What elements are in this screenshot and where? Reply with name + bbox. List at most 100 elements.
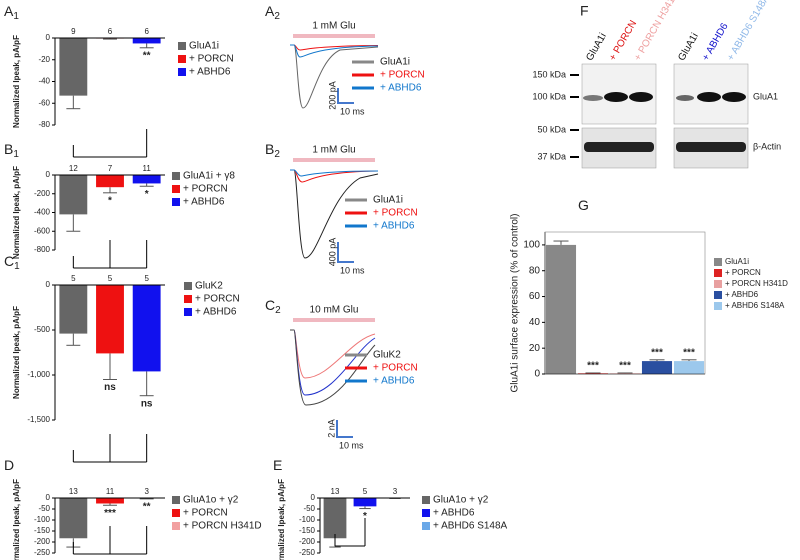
scale-y-label: 200 pA (327, 81, 337, 110)
legend-swatch (714, 280, 722, 288)
y-tick-label: -40 (38, 77, 50, 86)
legend-label: + ABHD6 (195, 307, 237, 318)
bar (323, 498, 347, 539)
panel-subscript: 2 (274, 11, 280, 22)
lane-label: + ABHD6 S148A (725, 0, 772, 63)
y-tick-label: -60 (38, 98, 50, 107)
stimulus-label: 1 mM Glu (312, 145, 355, 156)
legend-label: + PORCN H341D (183, 521, 262, 532)
legend-label: + ABHD6 (183, 197, 225, 208)
legend-label: + ABHD6 (380, 83, 422, 94)
significance-label: *** (651, 347, 663, 358)
y-axis-label: GluA1i surface expression (% of control) (510, 214, 521, 393)
legend-swatch (184, 282, 192, 290)
y-tick-label: -200 (34, 537, 51, 546)
lane-label: GluA1i (584, 31, 609, 62)
n-label: 11 (143, 164, 152, 173)
y-tick-label: 80 (529, 265, 541, 276)
significance-label: ** (143, 50, 151, 61)
legend-swatch (714, 258, 722, 266)
legend-swatch (172, 509, 180, 517)
legend-swatch (178, 68, 186, 76)
n-label: 5 (108, 274, 113, 283)
bar (641, 361, 673, 374)
legend-swatch (172, 522, 180, 530)
n-label: 12 (69, 164, 78, 173)
marker-label: 37 kDa (537, 151, 566, 161)
y-tick-label: -500 (34, 325, 51, 334)
y-tick-label: -400 (34, 208, 51, 217)
bar (132, 38, 161, 44)
y-tick-label: -200 (34, 189, 51, 198)
bar (96, 285, 124, 354)
legend-label: + PORCN (373, 208, 418, 219)
legend-label: + PORCN (373, 363, 418, 374)
panel-subscript: 2 (275, 305, 281, 316)
bar (96, 498, 124, 504)
legend-label: + ABHD6 (725, 290, 759, 299)
significance-label: * (363, 511, 367, 522)
stimulus-label: 10 mM Glu (310, 305, 359, 316)
panel-letter: A (265, 3, 275, 19)
panel-letter: G (578, 197, 589, 213)
significance-label: *** (619, 361, 631, 372)
y-tick-label: 100 (523, 240, 540, 251)
y-tick-label: -100 (299, 515, 316, 524)
y-tick-label: -800 (34, 245, 51, 254)
y-tick-label: -600 (34, 226, 51, 235)
legend-label: + ABHD6 (373, 376, 415, 387)
y-tick-label: -50 (38, 504, 50, 513)
lane-label: + PORCN H341D (632, 0, 681, 63)
legend-swatch (422, 522, 430, 530)
y-axis-label: Normalized Ipeak, pA/pF (12, 479, 21, 560)
bar (59, 175, 88, 215)
n-label: 13 (331, 487, 340, 496)
bar (132, 285, 161, 372)
significance-label: *** (683, 347, 695, 358)
y-tick-label: 0 (46, 33, 51, 42)
panel-label: G (578, 197, 589, 213)
legend-swatch (422, 509, 430, 517)
legend-label: GluK2 (195, 281, 223, 292)
n-label: 6 (144, 27, 149, 36)
y-tick-label: 20 (529, 343, 541, 354)
legend-swatch (172, 496, 180, 504)
legend-label: + PORCN (183, 508, 228, 519)
panel-subscript: 2 (274, 149, 280, 160)
panel-letter: C (4, 253, 14, 269)
legend-label: GluA1o + γ2 (433, 495, 489, 506)
significance-label: *** (587, 361, 599, 372)
scale-x-label: 10 ms (340, 106, 365, 116)
legend-swatch (178, 42, 186, 50)
bar (59, 285, 88, 334)
panel-label: B1 (4, 141, 19, 160)
protein-label: GluA1 (753, 91, 778, 101)
scale-y-label: 2 nA (326, 419, 336, 438)
y-tick-label: -1,500 (27, 415, 50, 424)
y-axis-label: Normalized Ipeak, pA/pF (12, 35, 21, 128)
panel-subscript: 1 (14, 261, 20, 272)
legend-label: + ABHD6 S148A (725, 301, 785, 310)
panel-subscript: 1 (13, 149, 19, 160)
n-label: 3 (393, 487, 398, 496)
legend-label: + ABHD6 (433, 508, 475, 519)
n-label: 3 (144, 487, 149, 496)
y-tick-label: -80 (38, 120, 50, 129)
bar (132, 175, 161, 184)
legend-label: + PORCN (380, 70, 425, 81)
lane-label: GluA1i (676, 31, 701, 62)
blot-images (581, 63, 749, 169)
legend-label: GluK2 (373, 350, 401, 361)
y-tick-label: -250 (299, 548, 316, 557)
marker-label: 100 kDa (532, 91, 566, 101)
n-label: 7 (108, 164, 113, 173)
bar (96, 175, 124, 188)
y-tick-label: -20 (38, 55, 50, 64)
legend-swatch (178, 55, 186, 63)
panel-label: B2 (265, 141, 280, 160)
legend-label: GluA1i + γ8 (183, 171, 235, 182)
legend-label: GluA1o + γ2 (183, 495, 239, 506)
panel-letter: E (273, 457, 282, 473)
panel-label: D (4, 457, 14, 473)
